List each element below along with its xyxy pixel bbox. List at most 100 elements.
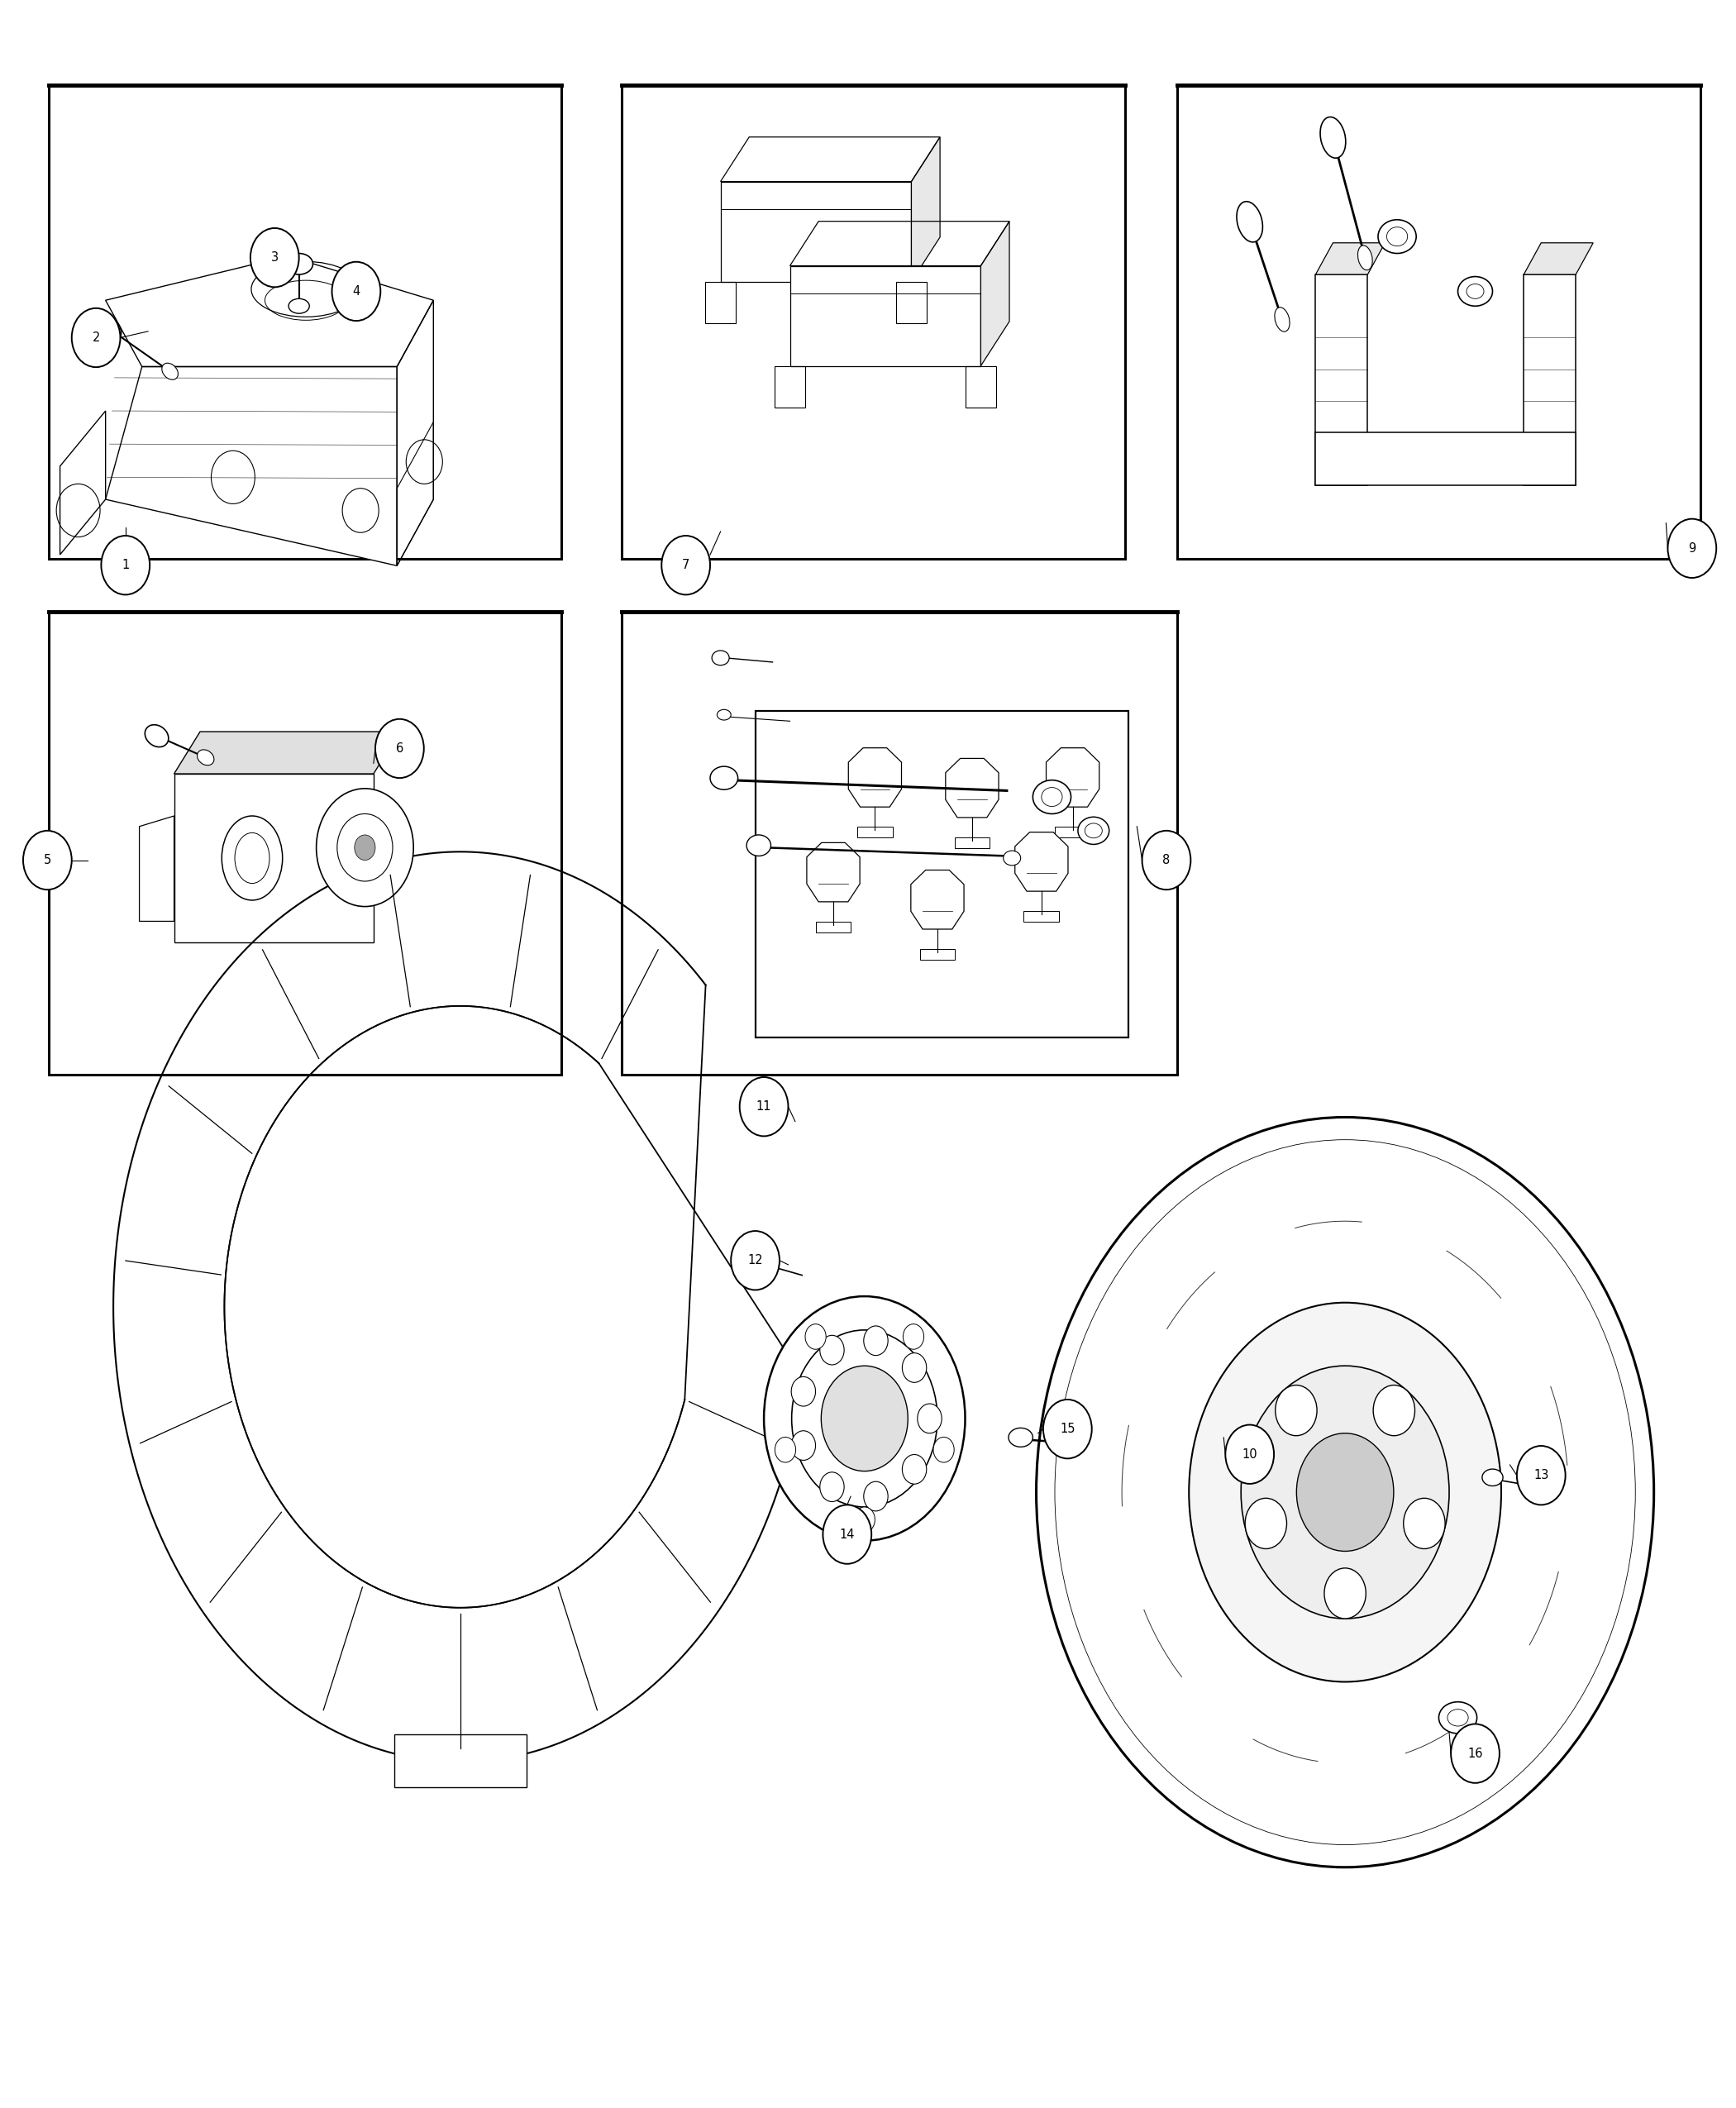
Circle shape xyxy=(934,1438,955,1463)
Ellipse shape xyxy=(1439,1701,1477,1733)
Bar xyxy=(920,949,955,959)
Bar xyxy=(858,826,892,837)
Circle shape xyxy=(250,228,299,287)
Bar xyxy=(1055,826,1090,837)
Circle shape xyxy=(792,1431,816,1461)
Text: 11: 11 xyxy=(757,1100,771,1113)
Circle shape xyxy=(332,261,380,320)
Text: 7: 7 xyxy=(682,559,689,571)
Ellipse shape xyxy=(717,710,731,721)
Circle shape xyxy=(1241,1366,1450,1619)
Text: 14: 14 xyxy=(840,1528,854,1541)
Circle shape xyxy=(1245,1499,1286,1549)
Bar xyxy=(1024,911,1059,921)
Ellipse shape xyxy=(1003,852,1021,866)
Ellipse shape xyxy=(757,1256,778,1273)
Ellipse shape xyxy=(1009,1427,1033,1446)
Polygon shape xyxy=(981,221,1009,367)
Circle shape xyxy=(865,1482,889,1511)
Ellipse shape xyxy=(222,816,283,900)
Text: 2: 2 xyxy=(92,331,101,344)
Bar xyxy=(955,837,990,847)
Text: 13: 13 xyxy=(1533,1469,1549,1482)
Circle shape xyxy=(1226,1425,1274,1484)
Bar xyxy=(394,1735,526,1788)
Circle shape xyxy=(1325,1568,1366,1619)
Bar xyxy=(816,921,851,932)
Circle shape xyxy=(774,1438,795,1463)
Ellipse shape xyxy=(288,299,309,314)
Circle shape xyxy=(1043,1400,1092,1459)
Circle shape xyxy=(375,719,424,778)
Circle shape xyxy=(661,535,710,594)
Circle shape xyxy=(1373,1385,1415,1436)
Circle shape xyxy=(1142,831,1191,890)
Ellipse shape xyxy=(285,253,312,274)
Ellipse shape xyxy=(1033,780,1071,814)
Circle shape xyxy=(316,788,413,906)
Circle shape xyxy=(903,1455,927,1484)
Ellipse shape xyxy=(144,725,168,746)
Circle shape xyxy=(71,308,120,367)
Polygon shape xyxy=(1047,748,1099,807)
Polygon shape xyxy=(174,774,373,942)
Polygon shape xyxy=(1316,432,1576,485)
Circle shape xyxy=(354,835,375,860)
Text: 9: 9 xyxy=(1687,542,1696,554)
Ellipse shape xyxy=(198,750,214,765)
Text: 5: 5 xyxy=(43,854,52,866)
Text: 3: 3 xyxy=(271,251,278,264)
Text: 1: 1 xyxy=(122,559,128,571)
Text: 10: 10 xyxy=(1241,1448,1257,1461)
Ellipse shape xyxy=(1458,276,1493,306)
Polygon shape xyxy=(1316,242,1385,274)
Bar xyxy=(49,611,561,1075)
Ellipse shape xyxy=(161,363,179,379)
Circle shape xyxy=(821,1366,908,1471)
Ellipse shape xyxy=(712,651,729,666)
Polygon shape xyxy=(911,871,963,930)
Polygon shape xyxy=(790,266,981,367)
Circle shape xyxy=(1668,519,1717,578)
Circle shape xyxy=(1451,1724,1500,1783)
Circle shape xyxy=(903,1324,924,1349)
Polygon shape xyxy=(849,748,901,807)
Ellipse shape xyxy=(710,767,738,790)
Bar xyxy=(896,282,927,323)
Bar xyxy=(965,367,996,407)
Circle shape xyxy=(23,831,71,890)
Circle shape xyxy=(740,1077,788,1136)
Polygon shape xyxy=(807,843,859,902)
Polygon shape xyxy=(1524,274,1576,485)
Circle shape xyxy=(865,1326,889,1355)
Text: 15: 15 xyxy=(1061,1423,1075,1436)
Circle shape xyxy=(823,1505,871,1564)
Polygon shape xyxy=(1016,833,1068,892)
Bar xyxy=(621,611,1177,1075)
Polygon shape xyxy=(720,181,911,282)
Circle shape xyxy=(101,535,149,594)
Circle shape xyxy=(819,1471,844,1501)
Circle shape xyxy=(731,1231,779,1290)
Circle shape xyxy=(917,1404,941,1433)
Text: 4: 4 xyxy=(352,285,359,297)
Polygon shape xyxy=(1316,274,1368,485)
Circle shape xyxy=(1276,1385,1318,1436)
Polygon shape xyxy=(106,367,398,565)
Circle shape xyxy=(1403,1499,1444,1549)
Ellipse shape xyxy=(746,835,771,856)
Polygon shape xyxy=(1524,242,1594,274)
Circle shape xyxy=(1189,1303,1502,1682)
Bar xyxy=(49,84,561,559)
Bar xyxy=(755,710,1128,1037)
Circle shape xyxy=(1297,1433,1394,1551)
Text: 16: 16 xyxy=(1467,1748,1483,1760)
Bar xyxy=(621,84,1125,559)
Circle shape xyxy=(764,1296,965,1541)
Polygon shape xyxy=(174,731,399,774)
Circle shape xyxy=(854,1507,875,1533)
Ellipse shape xyxy=(1378,219,1417,253)
Ellipse shape xyxy=(1078,818,1109,845)
Ellipse shape xyxy=(1483,1469,1503,1486)
Polygon shape xyxy=(946,759,998,818)
